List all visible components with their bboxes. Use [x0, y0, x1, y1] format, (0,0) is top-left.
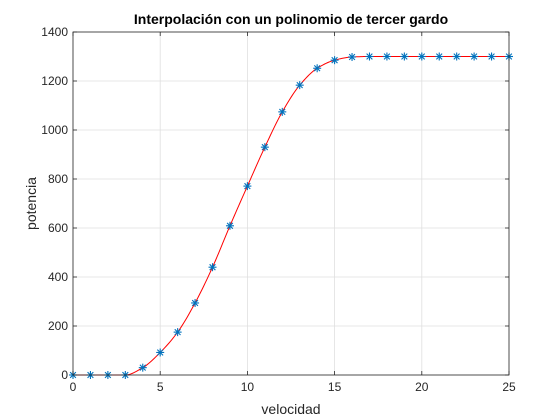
data-point-marker	[278, 107, 287, 116]
y-tick-label: 1400	[41, 25, 68, 39]
data-point-marker	[365, 52, 374, 61]
data-point-marker	[260, 143, 269, 152]
y-axis: 0 200 400 600 800 1000 1200 1400	[41, 25, 509, 382]
data-point-marker	[330, 56, 339, 65]
data-point-marker	[243, 182, 252, 191]
data-point-marker	[348, 52, 357, 61]
plot-frame	[72, 31, 510, 376]
data-point-marker	[382, 52, 391, 61]
data-point-marker	[435, 52, 444, 61]
data-point-marker	[295, 81, 304, 90]
plot-background	[73, 32, 509, 375]
data-point-marker	[487, 52, 496, 61]
x-tick-label: 20	[415, 380, 429, 394]
data-point-marker	[452, 52, 461, 61]
y-tick-label: 1200	[41, 74, 68, 88]
data-point-marker	[191, 298, 200, 307]
data-point-marker	[173, 328, 182, 337]
x-tick-label: 5	[157, 380, 164, 394]
x-tick-label: 10	[241, 380, 255, 394]
data-markers	[69, 52, 513, 379]
data-point-marker	[208, 263, 217, 272]
y-tick-label: 600	[48, 221, 68, 235]
x-tick-label: 25	[502, 380, 516, 394]
data-point-marker	[138, 363, 147, 372]
x-axis: 0 5 10 15 20 25	[70, 32, 516, 394]
data-point-marker	[225, 221, 234, 230]
chart-title: Interpolación con un polinomio de tercer…	[134, 11, 448, 27]
y-tick-label: 0	[61, 368, 68, 382]
y-axis-label: potencia	[23, 177, 39, 230]
x-axis-label: velocidad	[261, 401, 320, 417]
y-tick-label: 800	[48, 172, 68, 186]
y-tick-label: 1000	[41, 123, 68, 137]
y-tick-label: 400	[48, 270, 68, 284]
data-point-marker	[156, 348, 165, 357]
x-tick-label: 15	[328, 380, 342, 394]
data-point-marker	[313, 64, 322, 73]
y-tick-label: 200	[48, 319, 68, 333]
data-point-marker	[417, 52, 426, 61]
data-point-marker	[400, 52, 409, 61]
x-tick-label: 0	[70, 380, 77, 394]
data-point-marker	[470, 52, 479, 61]
